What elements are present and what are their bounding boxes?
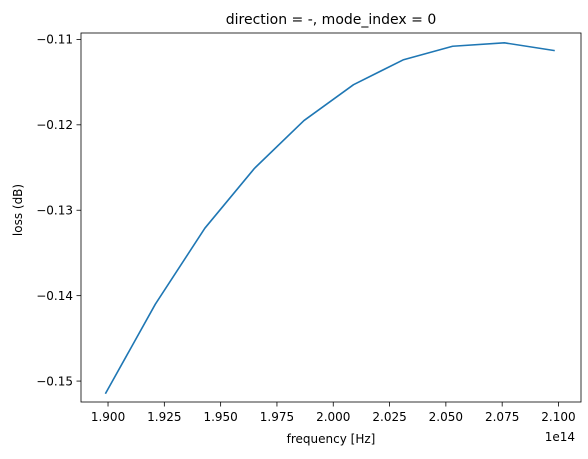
labels: direction = -, mode_index = 0 frequency … — [11, 12, 575, 446]
x-tick-label: 1.950 — [203, 410, 237, 424]
x-offset-label: 1e14 — [545, 430, 575, 444]
plot-area — [81, 33, 581, 402]
y-tick-label: −0.15 — [36, 374, 73, 388]
x-tick-label: 1.925 — [147, 410, 181, 424]
plot-frame — [80, 32, 582, 403]
chart-title: direction = -, mode_index = 0 — [226, 12, 436, 28]
y-tick-label: −0.11 — [36, 33, 73, 47]
plot-background — [81, 33, 581, 402]
x-tick-label: 2.050 — [429, 410, 463, 424]
series-group — [104, 42, 555, 395]
x-tick-label: 2.000 — [316, 410, 350, 424]
x-tick-label: 2.075 — [485, 410, 519, 424]
x-tick-label: 2.100 — [541, 410, 575, 424]
y-tick-label: −0.14 — [36, 289, 73, 303]
y-tick-label: −0.12 — [36, 118, 73, 132]
x-tick-label: 2.025 — [372, 410, 406, 424]
y-axis-label: loss (dB) — [11, 184, 25, 236]
x-tick-label: 1.900 — [91, 410, 125, 424]
series-line — [104, 42, 555, 395]
axes: 1.900 1.925 1.950 1.975 2.000 2.025 2.050 2.075… — [36, 32, 582, 424]
x-tick-label: 1.975 — [260, 410, 294, 424]
y-tick-label: −0.13 — [36, 204, 73, 218]
x-axis-label: frequency [Hz] — [287, 432, 376, 446]
